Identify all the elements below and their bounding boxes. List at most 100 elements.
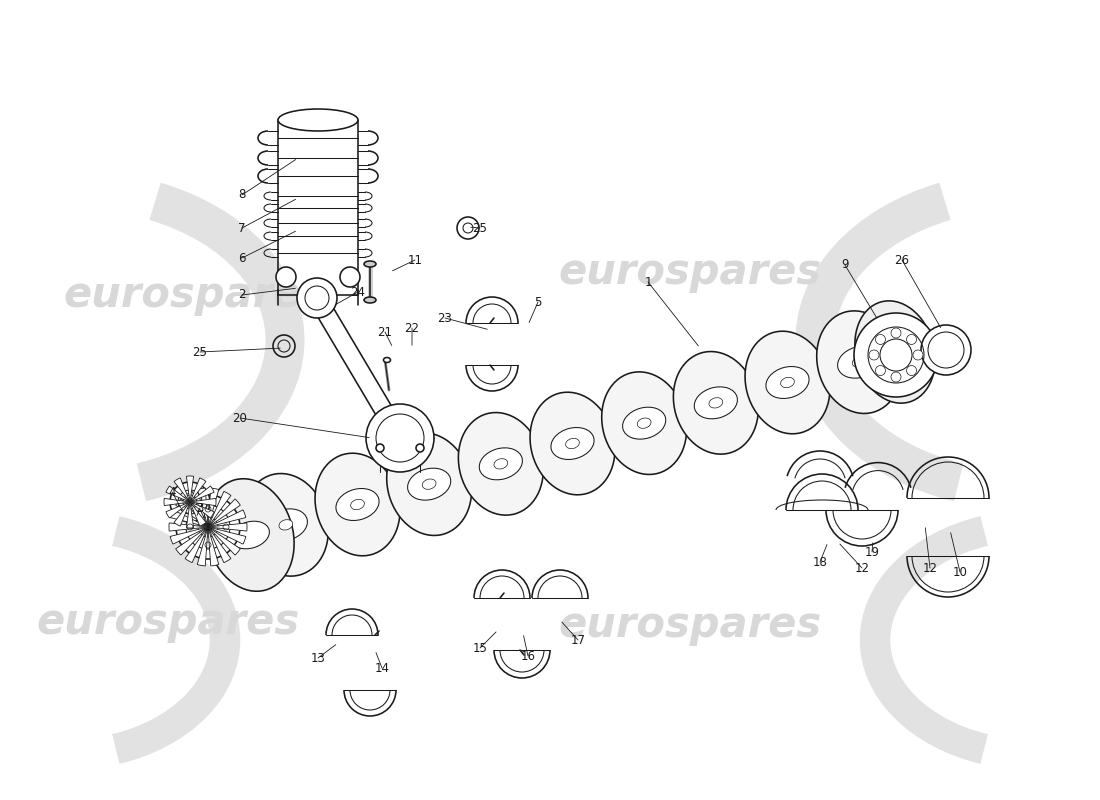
Ellipse shape [565, 438, 580, 449]
Wedge shape [185, 491, 208, 527]
Circle shape [366, 404, 434, 472]
Circle shape [276, 267, 296, 287]
Text: eurospares: eurospares [64, 274, 327, 316]
Text: 14: 14 [374, 662, 389, 674]
Circle shape [854, 313, 938, 397]
Ellipse shape [852, 357, 866, 367]
Ellipse shape [694, 387, 737, 419]
Text: 15: 15 [473, 642, 487, 654]
Ellipse shape [837, 346, 881, 378]
Ellipse shape [766, 366, 810, 398]
Text: 12: 12 [855, 562, 869, 574]
Wedge shape [169, 523, 208, 531]
Wedge shape [208, 523, 248, 531]
Wedge shape [176, 527, 208, 555]
Circle shape [891, 372, 901, 382]
Circle shape [891, 328, 901, 338]
Text: 1: 1 [645, 275, 651, 289]
Text: 8: 8 [239, 189, 245, 202]
Text: 24: 24 [351, 286, 365, 298]
Ellipse shape [530, 392, 615, 494]
Circle shape [921, 325, 971, 375]
Ellipse shape [278, 109, 358, 131]
Ellipse shape [422, 479, 436, 490]
Wedge shape [185, 527, 208, 562]
Text: 22: 22 [405, 322, 419, 334]
Ellipse shape [364, 297, 376, 303]
Wedge shape [190, 498, 216, 506]
Ellipse shape [637, 418, 651, 428]
Text: 18: 18 [813, 555, 827, 569]
Ellipse shape [480, 448, 522, 480]
Wedge shape [170, 527, 208, 544]
Ellipse shape [855, 301, 935, 403]
Text: 21: 21 [377, 326, 393, 338]
Wedge shape [208, 527, 219, 566]
Ellipse shape [816, 311, 902, 414]
Wedge shape [208, 527, 231, 562]
Text: 12: 12 [923, 562, 937, 574]
Ellipse shape [387, 433, 472, 535]
Text: 5: 5 [535, 295, 541, 309]
Wedge shape [186, 502, 194, 528]
Wedge shape [208, 527, 245, 544]
Wedge shape [166, 502, 190, 518]
Ellipse shape [876, 338, 914, 366]
Ellipse shape [408, 468, 451, 500]
Ellipse shape [745, 331, 830, 434]
Circle shape [170, 482, 210, 522]
Text: 4: 4 [168, 486, 176, 498]
Circle shape [176, 495, 240, 559]
Wedge shape [208, 510, 245, 527]
Circle shape [869, 350, 879, 360]
Text: 25: 25 [473, 222, 487, 234]
Wedge shape [190, 502, 206, 526]
Ellipse shape [243, 474, 328, 576]
Text: 17: 17 [571, 634, 585, 646]
Text: 20: 20 [232, 411, 248, 425]
Text: 23: 23 [438, 311, 452, 325]
Text: 25: 25 [192, 346, 208, 358]
Wedge shape [170, 510, 208, 527]
Circle shape [376, 444, 384, 452]
Wedge shape [190, 486, 214, 502]
Circle shape [416, 444, 424, 452]
Text: 19: 19 [865, 546, 880, 558]
Wedge shape [208, 488, 219, 527]
Ellipse shape [384, 358, 390, 362]
Ellipse shape [602, 372, 686, 474]
Text: 9: 9 [842, 258, 849, 271]
Text: eurospares: eurospares [559, 604, 822, 646]
Ellipse shape [459, 413, 543, 515]
Circle shape [906, 366, 916, 375]
Ellipse shape [351, 499, 364, 510]
Circle shape [876, 334, 886, 345]
Wedge shape [197, 488, 208, 527]
Ellipse shape [623, 407, 666, 439]
Text: 7: 7 [239, 222, 245, 234]
Ellipse shape [279, 520, 293, 530]
Wedge shape [197, 527, 208, 566]
Text: 11: 11 [407, 254, 422, 266]
Ellipse shape [336, 489, 380, 521]
Text: eurospares: eurospares [36, 601, 299, 643]
Ellipse shape [206, 478, 294, 591]
Text: 13: 13 [310, 651, 326, 665]
Text: 16: 16 [520, 650, 536, 662]
Text: 3: 3 [196, 502, 204, 514]
Ellipse shape [264, 509, 307, 541]
Text: eurospares: eurospares [559, 251, 822, 293]
Wedge shape [208, 499, 240, 527]
Ellipse shape [551, 427, 594, 459]
Text: 6: 6 [239, 251, 245, 265]
Wedge shape [174, 502, 190, 526]
Circle shape [913, 350, 923, 360]
Circle shape [297, 278, 337, 318]
Wedge shape [190, 478, 206, 502]
Wedge shape [208, 527, 240, 555]
Circle shape [876, 366, 886, 375]
Circle shape [340, 267, 360, 287]
Wedge shape [174, 478, 190, 502]
Wedge shape [176, 499, 208, 527]
Wedge shape [190, 502, 214, 518]
